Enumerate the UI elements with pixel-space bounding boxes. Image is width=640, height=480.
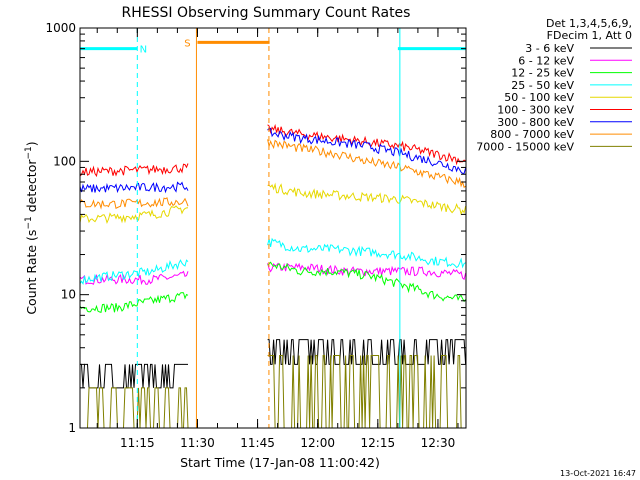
x-tick-label-3: 12:00 xyxy=(300,436,335,450)
series-1-segment-1 xyxy=(267,262,467,281)
x-tick-label-1: 11:30 xyxy=(180,436,215,450)
y-axis-label: Count Rate (s−1 detector−1) xyxy=(24,141,39,314)
x-tick-label-4: 12:15 xyxy=(361,436,396,450)
legend-label-8: 7000 - 15000 keV xyxy=(476,140,574,153)
series-2 xyxy=(79,261,466,314)
series-4-segment-0 xyxy=(79,205,189,225)
series-5 xyxy=(79,123,466,178)
legend-label-4: 50 - 100 keV xyxy=(504,91,574,104)
y-axis-label-sup2: −1 xyxy=(24,146,34,159)
series-3-segment-1 xyxy=(267,237,466,269)
legend-label-7: 800 - 7000 keV xyxy=(490,128,574,141)
series-6-segment-0 xyxy=(79,181,189,194)
flag-label-N: N xyxy=(140,45,147,56)
legend-header-line-1: Det 1,3,4,5,6,9, xyxy=(546,17,632,30)
legend-label-6: 300 - 800 keV xyxy=(497,116,574,129)
y-axis-label-mid: detector xyxy=(24,159,39,217)
series-7-segment-1 xyxy=(267,139,466,188)
footer-timestamp: 13-Oct-2021 16:47 xyxy=(560,469,636,478)
series-2-segment-1 xyxy=(267,261,466,303)
x-tick-label-5: 12:30 xyxy=(421,436,456,450)
legend-label-2: 12 - 25 keV xyxy=(511,67,574,80)
legend-header-line-2: FDecim 1, Att 0 xyxy=(547,29,632,42)
series-0-segment-0 xyxy=(80,363,188,389)
plot-frame xyxy=(79,27,467,429)
series-4-segment-1 xyxy=(267,182,467,216)
flag-label-S: S xyxy=(184,38,190,49)
axis-layer: 1 10 100 1000 11:15 11:30 11:45 12:00 12:15 12:30 xyxy=(45,21,466,450)
vline-layer xyxy=(79,28,467,428)
legend-label-3: 25 - 50 keV xyxy=(511,79,574,92)
series-3 xyxy=(79,237,466,286)
legend-label-0: 3 - 6 keV xyxy=(525,42,574,55)
y-tick-label-2: 100 xyxy=(53,154,76,168)
series-8 xyxy=(80,355,466,429)
y-axis-label-pre: Count Rate (s xyxy=(24,230,39,315)
series-6 xyxy=(79,127,467,194)
series-3-segment-0 xyxy=(79,259,189,286)
series-8-segment-0 xyxy=(80,387,189,429)
flag-layer: NS xyxy=(80,38,466,56)
series-7-segment-0 xyxy=(79,197,189,210)
series-1 xyxy=(79,262,467,286)
series-7 xyxy=(79,139,466,210)
chart-title: RHESSI Observing Summary Count Rates xyxy=(122,5,411,21)
legend: Det 1,3,4,5,6,9, FDecim 1, Att 0 3 - 6 k… xyxy=(476,17,632,153)
y-axis-label-post: ) xyxy=(24,141,39,146)
series-8-segment-1 xyxy=(267,355,466,429)
legend-label-1: 6 - 12 keV xyxy=(518,54,574,67)
y-tick-label-3: 1000 xyxy=(45,21,76,35)
series-0 xyxy=(80,339,467,389)
y-axis-label-sup1: −1 xyxy=(24,216,34,229)
x-tick-label-0: 11:15 xyxy=(120,436,155,450)
series-6-segment-1 xyxy=(267,127,467,174)
x-tick-label-2: 11:45 xyxy=(240,436,275,450)
x-axis-label: Start Time (17-Jan-08 11:00:42) xyxy=(180,455,380,470)
data-layer xyxy=(79,123,467,429)
series-4 xyxy=(79,182,467,225)
series-1-segment-0 xyxy=(79,270,189,286)
series-2-segment-0 xyxy=(79,292,189,314)
series-5-segment-0 xyxy=(79,163,189,178)
y-tick-label-1: 10 xyxy=(61,288,76,302)
y-tick-label-0: 1 xyxy=(68,421,76,435)
legend-label-5: 100 - 300 keV xyxy=(497,104,574,117)
